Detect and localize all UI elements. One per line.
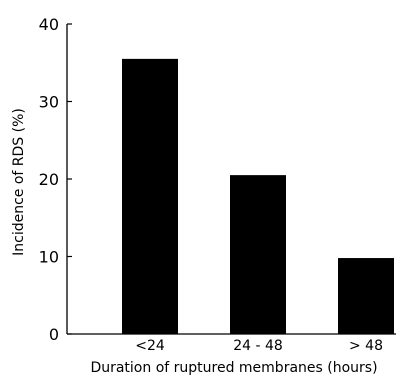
y-axis-label: Incidence of RDS (%) [11,108,27,256]
bar [338,258,394,334]
x-axis-label: Duration of ruptured membranes (hours) [90,360,377,376]
y-tick-label: 30 [39,93,59,112]
y-tick-label: 20 [39,170,59,189]
x-tick-label: 24 - 48 [233,338,283,354]
bars [122,58,394,334]
x-tick-label: <24 [135,338,165,354]
bar [122,58,178,334]
y-tick-label: 40 [39,15,59,34]
y-tick-labels: 0 10 20 30 40 [39,15,59,344]
bar [230,175,286,334]
y-tick-label: 10 [39,248,59,267]
x-tick-labels: <24 24 - 48 > 48 [135,338,383,354]
y-tick-marks [67,23,72,335]
y-tick-label: 0 [49,325,59,344]
x-tick-label: > 48 [349,338,383,354]
